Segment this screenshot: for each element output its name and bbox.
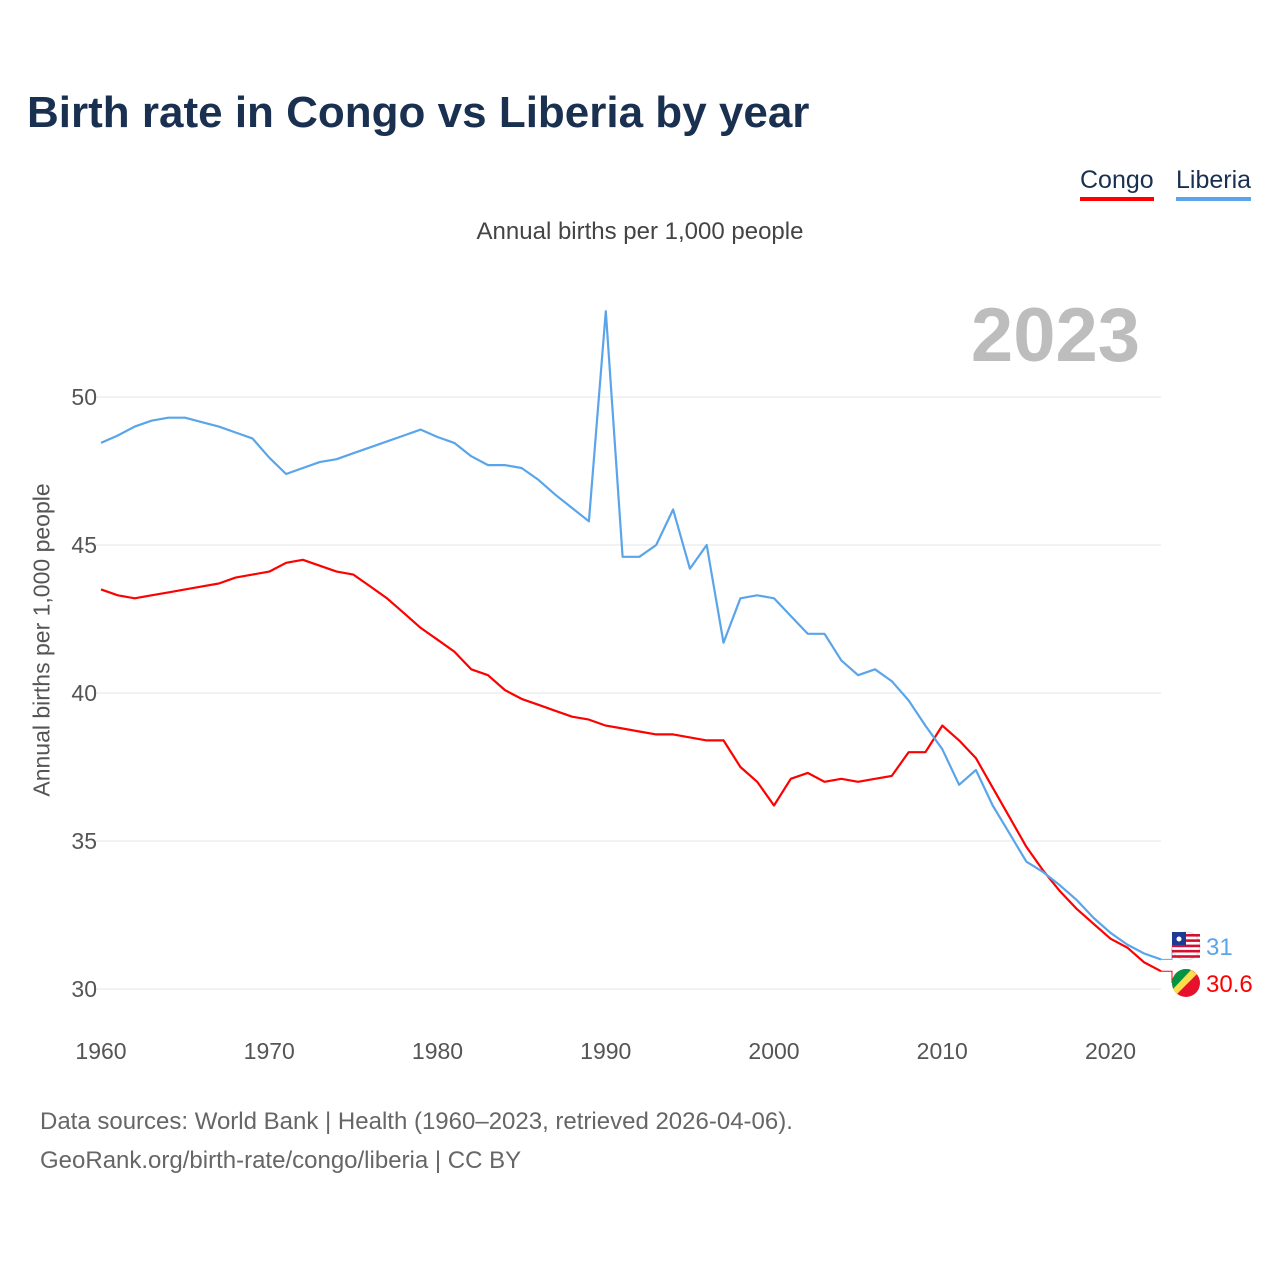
flag-green xyxy=(1172,969,1191,989)
series-line-congo xyxy=(100,558,1162,973)
source-url[interactable]: GeoRank.org/birth-rate/congo/liberia | C… xyxy=(40,1147,522,1174)
x-tick-label: 2000 xyxy=(748,1038,799,1064)
y-tick-label: 40 xyxy=(71,680,97,706)
x-tick-label: 1960 xyxy=(75,1038,126,1064)
source-text: Data sources: World Bank | Health (1960–… xyxy=(40,1108,793,1135)
series-line-liberia xyxy=(100,310,1162,961)
current-year-label: 2023 xyxy=(970,293,1140,378)
legend-congo[interactable]: Congo xyxy=(1080,166,1154,201)
x-tick-label: 1990 xyxy=(580,1038,631,1064)
y-tick-label: 45 xyxy=(71,532,97,558)
flag-star xyxy=(1176,936,1182,942)
x-tick-label: 2010 xyxy=(917,1038,968,1064)
x-tick-label: 2020 xyxy=(1085,1038,1136,1064)
chart-subtitle: Annual births per 1,000 people xyxy=(476,218,804,245)
y-tick-label: 30 xyxy=(71,976,97,1002)
y-tick-label: 35 xyxy=(71,828,97,854)
flag-stripe xyxy=(1172,949,1200,953)
legend-liberia[interactable]: Liberia xyxy=(1176,166,1252,201)
end-connector xyxy=(1161,946,1173,960)
flag-stripe xyxy=(1172,955,1200,958)
flag-stripe xyxy=(1172,944,1200,948)
end-connector xyxy=(1161,970,1173,983)
chart-title: Birth rate in Congo vs Liberia by year xyxy=(27,88,810,137)
y-tick-label: 50 xyxy=(71,384,97,410)
end-value-label-congo: 30.6 xyxy=(1206,971,1253,998)
flag-yellow xyxy=(1173,970,1197,994)
x-tick-label: 1980 xyxy=(412,1038,463,1064)
end-value-label-liberia: 31 xyxy=(1206,934,1233,961)
x-tick-label: 1970 xyxy=(244,1038,295,1064)
